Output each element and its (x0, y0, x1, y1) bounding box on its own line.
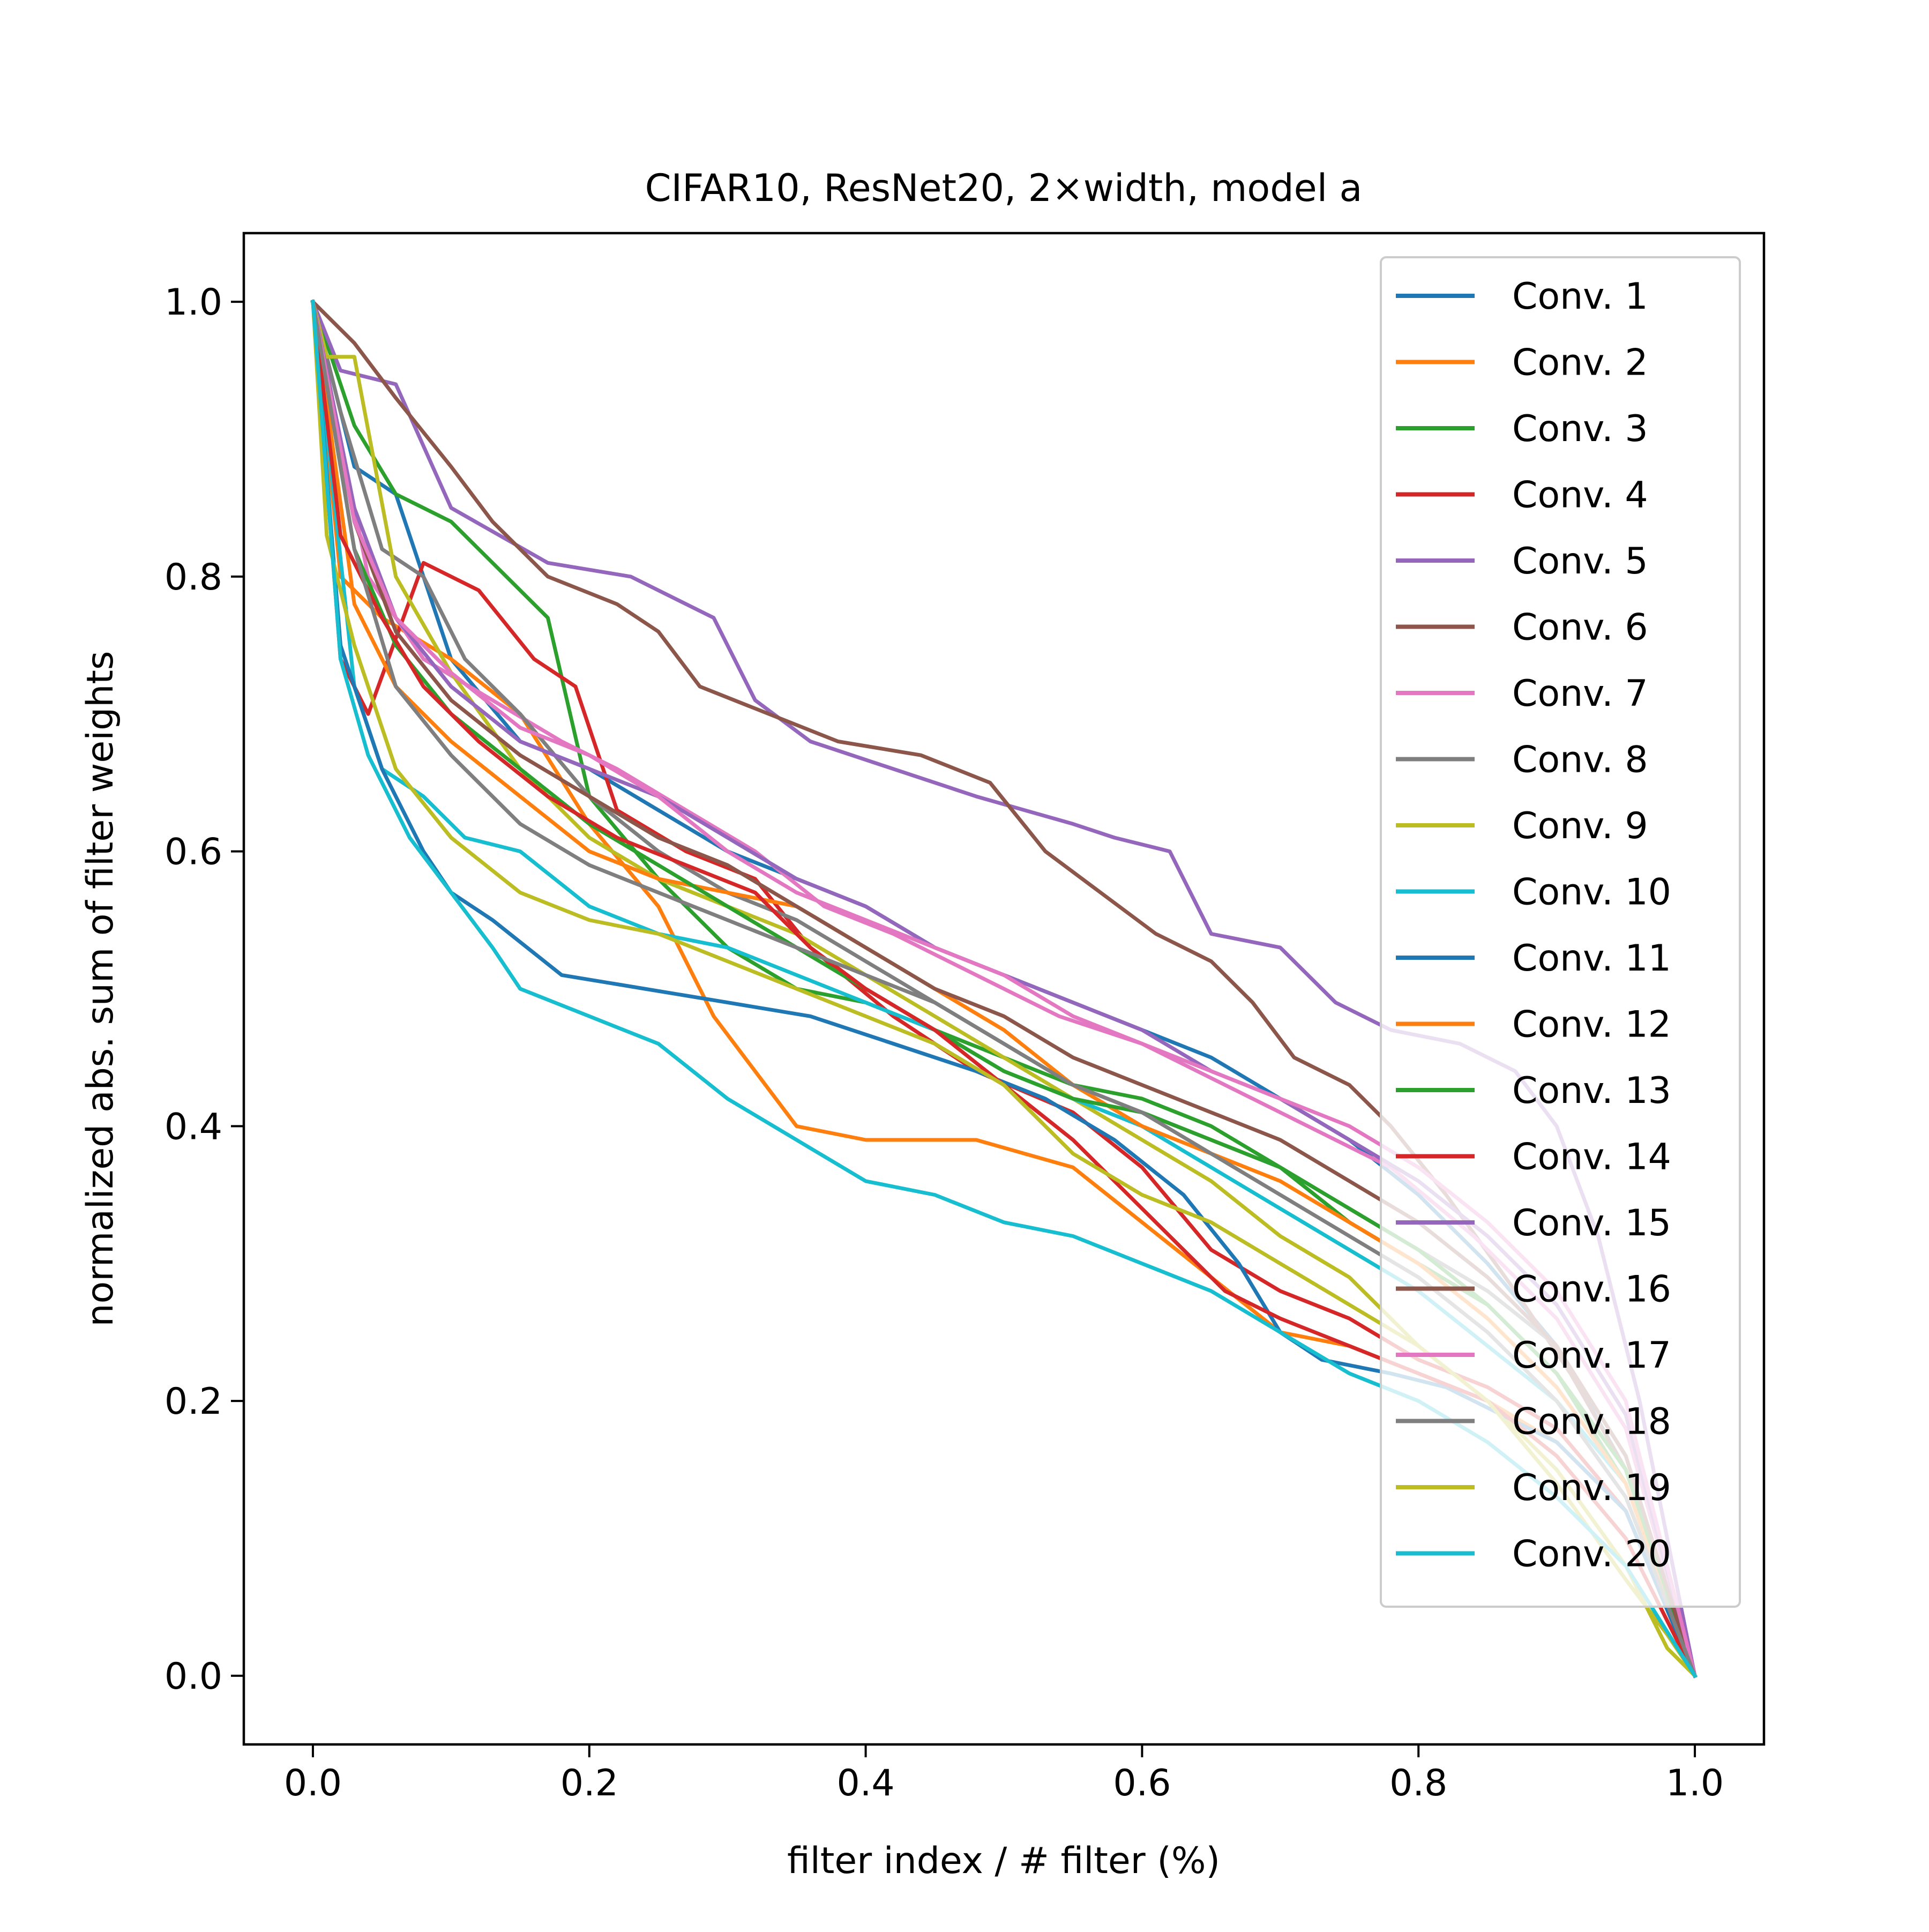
legend-label-conv-9: Conv. 9 (1512, 805, 1648, 847)
legend-label-conv-3: Conv. 3 (1512, 408, 1648, 450)
x-tick-label: 0.6 (1113, 1762, 1171, 1804)
y-tick-label: 0.8 (165, 556, 222, 599)
chart-title: CIFAR10, ResNet20, 2×width, model a (645, 166, 1363, 210)
x-tick-label: 0.8 (1389, 1762, 1447, 1804)
legend-label-conv-1: Conv. 1 (1512, 275, 1648, 318)
legend-label-conv-7: Conv. 7 (1512, 673, 1648, 715)
legend-label-conv-14: Conv. 14 (1512, 1136, 1671, 1178)
y-axis: 0.0 0.2 0.4 0.6 0.8 1.0 (165, 281, 244, 1698)
legend-label-conv-5: Conv. 5 (1512, 540, 1648, 583)
legend-label-conv-13: Conv. 13 (1512, 1070, 1671, 1112)
y-tick-label: 0.2 (165, 1381, 222, 1423)
legend-label-conv-12: Conv. 12 (1512, 1004, 1671, 1046)
legend-label-conv-6: Conv. 6 (1512, 607, 1648, 649)
x-tick-label: 0.2 (560, 1762, 618, 1804)
legend: Conv. 1 Conv. 2 Conv. 3 Conv. 4 Conv. 5 Conv.… (1380, 256, 1741, 1608)
legend-label-conv-11: Conv. 11 (1512, 937, 1671, 980)
x-axis-label: filter index / # filter (%) (787, 1840, 1220, 1882)
legend-label-conv-17: Conv. 17 (1512, 1334, 1671, 1377)
x-tick-label: 1.0 (1666, 1762, 1724, 1804)
x-tick-label: 0.4 (837, 1762, 895, 1804)
y-tick-label: 1.0 (165, 281, 222, 324)
legend-label-conv-10: Conv. 10 (1512, 871, 1671, 914)
legend-entries: Conv. 1 Conv. 2 Conv. 3 Conv. 4 Conv. 5 Conv.… (1396, 275, 1671, 1576)
x-axis: 0.0 0.2 0.4 0.6 0.8 1.0 (284, 1744, 1724, 1804)
x-tick-label: 0.0 (284, 1762, 342, 1804)
y-tick-label: 0.4 (165, 1106, 222, 1148)
legend-label-conv-8: Conv. 8 (1512, 739, 1648, 781)
legend-box (1380, 256, 1741, 1608)
y-axis-label: normalized abs. sum of filter weights (79, 651, 122, 1327)
legend-label-conv-15: Conv. 15 (1512, 1202, 1671, 1244)
legend-label-conv-18: Conv. 18 (1512, 1401, 1671, 1443)
legend-label-conv-16: Conv. 16 (1512, 1269, 1671, 1311)
plot-frame (242, 232, 1766, 1746)
legend-label-conv-19: Conv. 19 (1512, 1467, 1671, 1509)
legend-label-conv-20: Conv. 20 (1512, 1533, 1671, 1576)
y-tick-label: 0.6 (165, 831, 222, 874)
legend-label-conv-4: Conv. 4 (1512, 474, 1648, 517)
y-tick-label: 0.0 (165, 1655, 222, 1698)
legend-label-conv-2: Conv. 2 (1512, 342, 1648, 384)
